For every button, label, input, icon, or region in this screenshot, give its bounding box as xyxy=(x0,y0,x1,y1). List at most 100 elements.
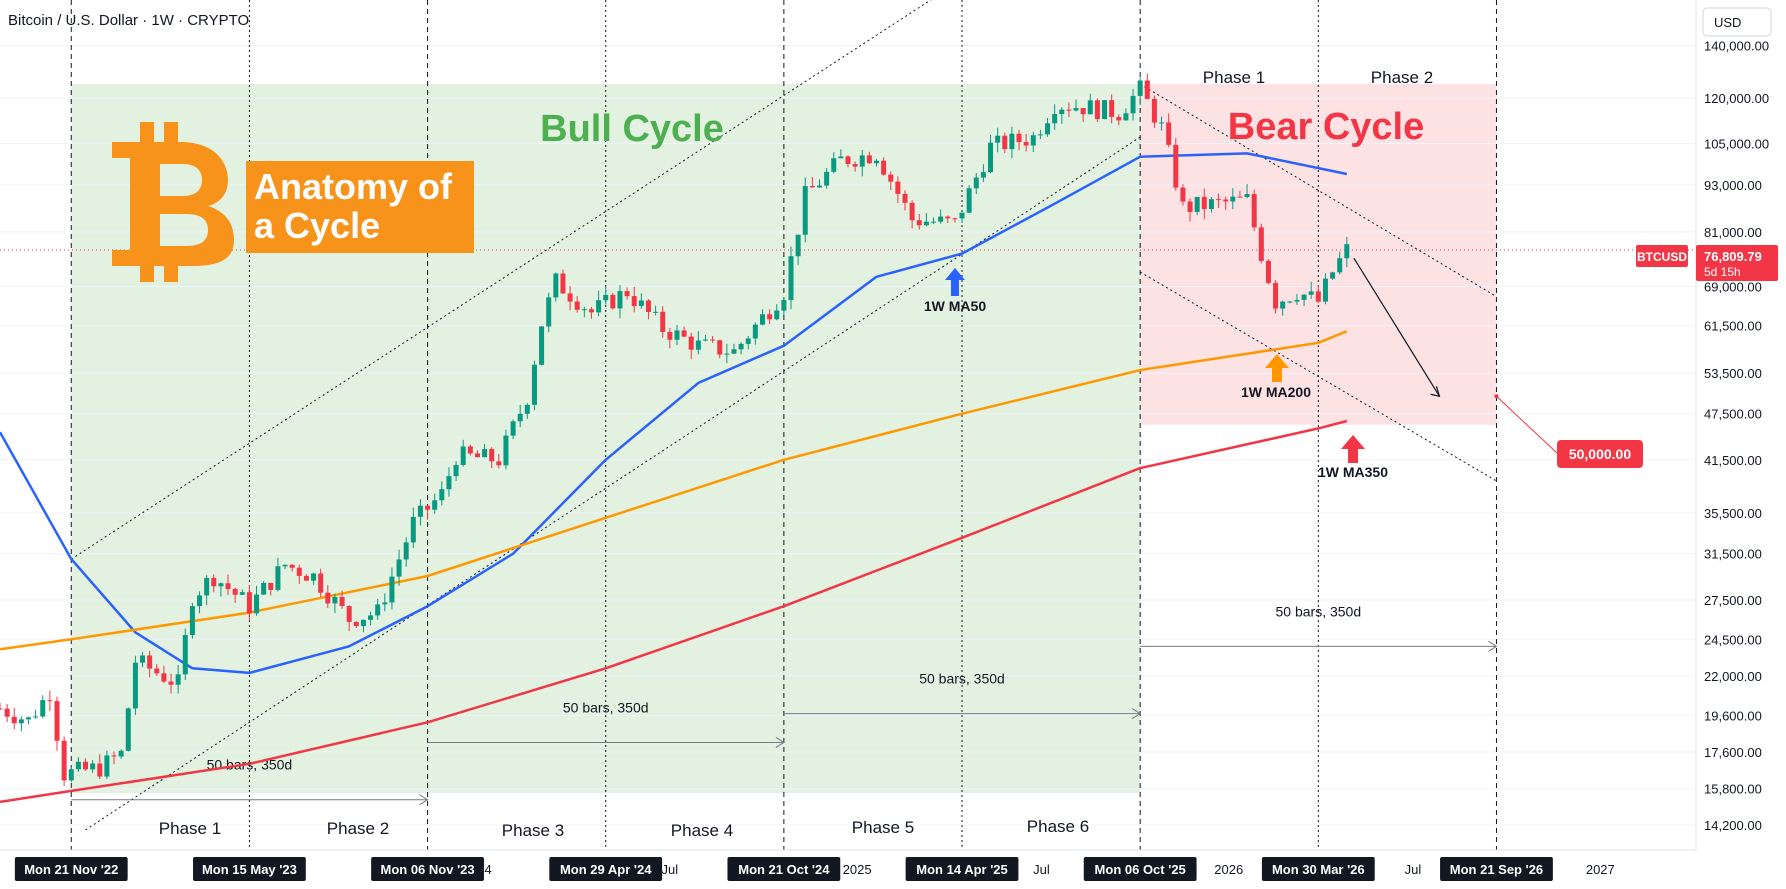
candle-body[interactable] xyxy=(474,453,480,458)
candle-body[interactable] xyxy=(382,602,388,605)
candle-body[interactable] xyxy=(1187,201,1193,212)
candle-body[interactable] xyxy=(489,449,495,462)
candle-body[interactable] xyxy=(417,505,423,517)
candle-body[interactable] xyxy=(104,755,110,777)
candle-body[interactable] xyxy=(197,595,203,607)
candle-body[interactable] xyxy=(1280,301,1286,309)
candle-body[interactable] xyxy=(931,221,937,223)
candle-body[interactable] xyxy=(296,567,302,576)
candle-body[interactable] xyxy=(1144,80,1150,99)
candle-body[interactable] xyxy=(68,769,74,781)
candle-body[interactable] xyxy=(1315,291,1321,302)
candle-body[interactable] xyxy=(617,291,623,309)
candle-body[interactable] xyxy=(1116,116,1122,121)
candle-body[interactable] xyxy=(1102,100,1108,119)
candle-body[interactable] xyxy=(816,185,822,188)
candle-body[interactable] xyxy=(631,296,637,306)
candle-body[interactable] xyxy=(809,186,815,188)
candle-body[interactable] xyxy=(425,505,431,510)
candle-body[interactable] xyxy=(1030,135,1036,146)
candle-body[interactable] xyxy=(1265,260,1271,283)
candle-body[interactable] xyxy=(1052,114,1058,124)
candle-body[interactable] xyxy=(232,588,238,595)
candle-body[interactable] xyxy=(339,596,345,607)
candle-body[interactable] xyxy=(710,339,716,341)
candle-body[interactable] xyxy=(795,234,801,257)
candle-body[interactable] xyxy=(902,193,908,203)
candle-body[interactable] xyxy=(531,364,537,405)
candle-body[interactable] xyxy=(567,293,573,302)
candle-body[interactable] xyxy=(788,256,794,301)
candle-body[interactable] xyxy=(610,294,616,309)
candle-body[interactable] xyxy=(895,181,901,194)
candle-body[interactable] xyxy=(1037,134,1043,136)
candle-body[interactable] xyxy=(1273,282,1279,309)
candle-body[interactable] xyxy=(1230,196,1236,202)
candle-body[interactable] xyxy=(282,564,288,567)
candle-body[interactable] xyxy=(1330,272,1336,279)
candle-body[interactable] xyxy=(831,158,837,172)
candle-body[interactable] xyxy=(774,310,780,320)
candle-body[interactable] xyxy=(1194,196,1200,212)
candle-body[interactable] xyxy=(325,592,331,604)
candle-body[interactable] xyxy=(33,716,39,718)
candle-body[interactable] xyxy=(189,606,195,636)
candle-body[interactable] xyxy=(1201,196,1207,210)
candle-body[interactable] xyxy=(1094,100,1100,119)
candle-body[interactable] xyxy=(745,338,751,344)
candle-body[interactable] xyxy=(959,212,965,219)
candle-body[interactable] xyxy=(346,606,352,622)
candle-body[interactable] xyxy=(140,655,146,663)
candle-body[interactable] xyxy=(546,297,552,327)
candle-body[interactable] xyxy=(1180,187,1186,202)
candle-body[interactable] xyxy=(1009,133,1015,150)
candle-body[interactable] xyxy=(26,717,32,720)
candle-body[interactable] xyxy=(18,719,24,724)
candle-body[interactable] xyxy=(147,655,153,669)
candle-body[interactable] xyxy=(275,566,281,590)
candle-body[interactable] xyxy=(154,668,160,674)
candle-body[interactable] xyxy=(888,174,894,182)
candle-body[interactable] xyxy=(432,500,438,510)
candle-body[interactable] xyxy=(1151,98,1157,123)
candle-body[interactable] xyxy=(289,564,295,568)
candle-body[interactable] xyxy=(759,314,765,325)
candle-body[interactable] xyxy=(389,576,395,603)
candle-body[interactable] xyxy=(1023,142,1029,146)
candle-body[interactable] xyxy=(923,221,929,226)
price-candles[interactable] xyxy=(0,73,1350,787)
candle-body[interactable] xyxy=(674,330,680,340)
candle-body[interactable] xyxy=(1130,95,1136,114)
candle-body[interactable] xyxy=(1016,133,1022,143)
candle-body[interactable] xyxy=(588,309,594,313)
candle-body[interactable] xyxy=(0,708,3,710)
candle-body[interactable] xyxy=(1223,199,1229,202)
candle-body[interactable] xyxy=(724,353,730,355)
candle-body[interactable] xyxy=(175,674,181,685)
candle-body[interactable] xyxy=(1066,109,1072,111)
candle-body[interactable] xyxy=(503,435,509,466)
candle-body[interactable] xyxy=(47,700,53,702)
candle-body[interactable] xyxy=(368,615,374,620)
candle-body[interactable] xyxy=(781,300,787,311)
candle-body[interactable] xyxy=(1123,113,1129,121)
candle-body[interactable] xyxy=(1002,135,1008,150)
candle-body[interactable] xyxy=(1137,80,1143,96)
candle-body[interactable] xyxy=(246,592,252,614)
candle-body[interactable] xyxy=(945,216,951,219)
candle-body[interactable] xyxy=(695,340,701,350)
candle-body[interactable] xyxy=(1109,100,1115,117)
candle-body[interactable] xyxy=(75,761,81,770)
candle-body[interactable] xyxy=(824,171,830,186)
candle-body[interactable] xyxy=(624,291,630,297)
candle-body[interactable] xyxy=(218,583,224,587)
time-axis[interactable]: Mon 21 Nov '22 Mon 15 May '23 Mon 06 Nov '… xyxy=(0,849,1696,889)
candle-body[interactable] xyxy=(1244,194,1250,197)
candle-body[interactable] xyxy=(845,156,851,165)
candle-body[interactable] xyxy=(1337,258,1343,273)
candle-body[interactable] xyxy=(403,542,409,560)
candle-body[interactable] xyxy=(681,330,687,337)
candle-body[interactable] xyxy=(838,156,844,159)
candle-body[interactable] xyxy=(410,516,416,543)
